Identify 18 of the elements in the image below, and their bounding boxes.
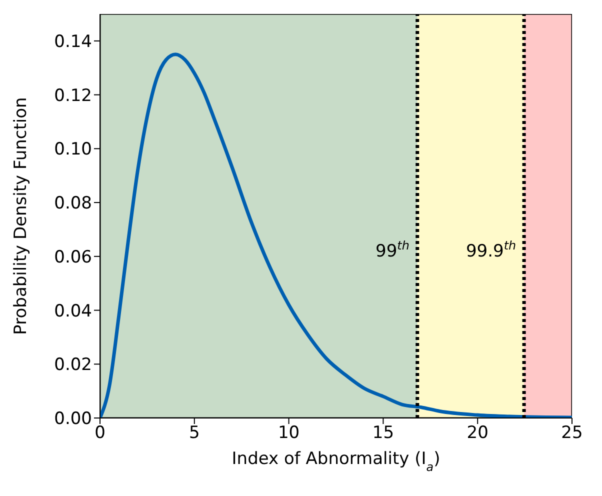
x-tick-label: 10 — [278, 423, 300, 444]
y-tick-label: 0.04 — [54, 301, 92, 322]
y-tick-label: 0.12 — [54, 86, 92, 106]
y-tick-label: 0.00 — [54, 409, 92, 430]
y-tick-label: 0.14 — [54, 32, 92, 52]
y-tick-label: 0.02 — [54, 355, 92, 376]
ref-line-label: 99$^{th}$ — [376, 238, 410, 262]
ref-line-label: 99.9$^{th}$ — [466, 238, 516, 262]
x-tick-label: 25 — [561, 423, 583, 444]
x-tick-label: 20 — [466, 423, 488, 444]
y-tick-label: 0.06 — [54, 247, 92, 268]
y-tick-label: 0.08 — [54, 194, 92, 214]
x-tick-label: 15 — [372, 423, 394, 444]
y-axis-title: Probability Density Function — [11, 97, 31, 335]
y-tick-label: 0.10 — [54, 140, 92, 160]
x-tick-label: 0 — [94, 423, 106, 444]
x-tick-label: 5 — [188, 423, 200, 444]
x-axis-title: Index of Abnormality (I$_{a}$) — [232, 449, 440, 474]
